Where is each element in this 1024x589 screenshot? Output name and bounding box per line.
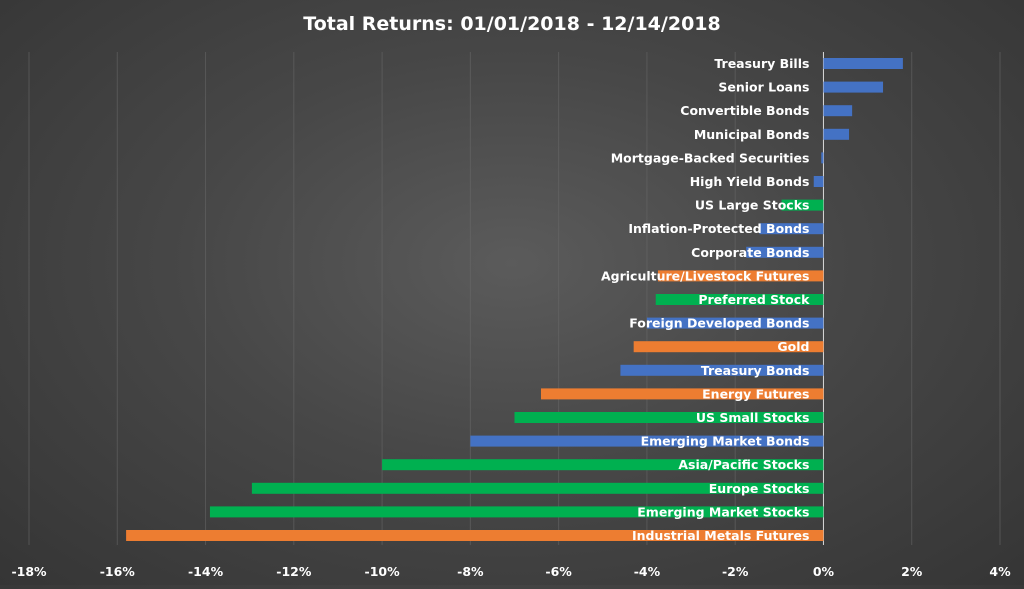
category-label: US Large Stocks: [695, 198, 810, 213]
bar: [746, 246, 824, 258]
x-tick-label: -16%: [100, 564, 136, 579]
bar: [781, 199, 824, 211]
x-tick-label: -12%: [276, 564, 312, 579]
category-label: Corporate Bonds: [691, 245, 809, 260]
x-tick-labels: -18% -16% -14% -12% -10% -8% -6% -4% -2% 0% 2% 4%: [11, 564, 1011, 579]
bar: [823, 58, 903, 69]
category-label: Gold: [777, 339, 809, 354]
x-tick-label: -6%: [545, 564, 572, 579]
x-tick-label: 4%: [989, 564, 1011, 579]
category-label: High Yield Bonds: [690, 174, 810, 189]
category-label: Mortgage-Backed Securities: [611, 150, 810, 165]
bar: [823, 128, 850, 140]
x-tick-label: 2%: [901, 564, 923, 579]
bar: [657, 270, 824, 282]
category-label: Senior Loans: [718, 80, 809, 95]
bar: [382, 459, 824, 471]
category-label: Emerging Market Stocks: [637, 504, 809, 519]
category-label: Agriculture/Livestock Futures: [601, 268, 809, 283]
category-label: Treasury Bills: [714, 56, 809, 71]
x-tick-label: -2%: [722, 564, 749, 579]
bar: [514, 412, 824, 423]
x-tick-label: -4%: [634, 564, 661, 579]
bar: [823, 105, 853, 117]
bar: [251, 482, 824, 494]
category-label: Energy Futures: [702, 386, 809, 401]
bar: [823, 81, 884, 93]
category-labels: Treasury Bills Senior Loans Convertible Bo…: [601, 56, 810, 543]
bar: [470, 435, 824, 447]
category-label: Foreign Developed Bonds: [629, 316, 809, 331]
bar: [655, 294, 824, 305]
bar: [646, 317, 824, 329]
category-label: Municipal Bonds: [694, 127, 810, 142]
bars: [126, 58, 903, 541]
bar: [759, 223, 824, 235]
category-label: Inflation-Protected Bonds: [628, 221, 809, 236]
bar: [813, 176, 824, 187]
category-label: Treasury Bonds: [701, 363, 810, 378]
x-tick-label: -10%: [365, 564, 401, 579]
bar: [209, 506, 824, 518]
category-label: Emerging Market Bonds: [641, 434, 810, 449]
x-tick-label: -8%: [457, 564, 484, 579]
category-label: Industrial Metals Futures: [632, 528, 810, 543]
category-label: US Small Stocks: [696, 410, 810, 425]
category-label: Europe Stocks: [709, 481, 810, 496]
category-label: Asia/Pacific Stocks: [678, 457, 809, 472]
category-label: Convertible Bonds: [680, 103, 809, 118]
x-tick-label: 0%: [813, 564, 835, 579]
bar: [633, 341, 824, 353]
bar: [821, 152, 824, 164]
bar: [620, 364, 824, 376]
x-tick-label: -14%: [188, 564, 224, 579]
bar: [540, 388, 824, 400]
chart-title: Total Returns: 01/01/2018 - 12/14/2018: [303, 13, 720, 35]
bar: [126, 530, 824, 541]
x-tick-label: -18%: [11, 564, 47, 579]
gridlines: [28, 52, 1001, 545]
category-label: Preferred Stock: [698, 292, 810, 307]
